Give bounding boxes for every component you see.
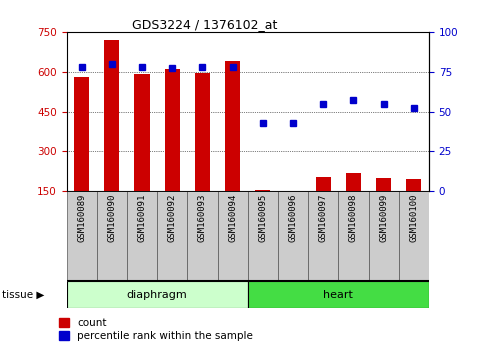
Bar	[165, 69, 180, 191]
Bar	[74, 77, 89, 191]
FancyBboxPatch shape	[338, 191, 368, 281]
Text: GSM160098: GSM160098	[349, 194, 358, 242]
Bar	[285, 190, 301, 191]
Bar	[406, 179, 422, 191]
FancyBboxPatch shape	[248, 191, 278, 281]
FancyBboxPatch shape	[97, 191, 127, 281]
FancyBboxPatch shape	[217, 191, 248, 281]
Text: GSM160099: GSM160099	[379, 194, 388, 242]
FancyBboxPatch shape	[278, 191, 308, 281]
Text: GSM160096: GSM160096	[288, 194, 298, 242]
Bar	[316, 177, 331, 191]
Bar	[195, 73, 210, 191]
Text: diaphragm: diaphragm	[127, 290, 187, 300]
FancyBboxPatch shape	[368, 191, 399, 281]
FancyBboxPatch shape	[187, 191, 217, 281]
Bar	[105, 40, 119, 191]
Text: GSM160091: GSM160091	[138, 194, 146, 242]
FancyBboxPatch shape	[127, 191, 157, 281]
Text: GSM160090: GSM160090	[107, 194, 116, 242]
Bar	[346, 172, 361, 191]
FancyBboxPatch shape	[248, 281, 429, 308]
Bar	[225, 61, 240, 191]
Text: GSM160093: GSM160093	[198, 194, 207, 242]
Bar	[255, 190, 270, 191]
Legend: count, percentile rank within the sample: count, percentile rank within the sample	[55, 314, 257, 345]
Text: heart: heart	[323, 290, 353, 300]
Text: GSM160094: GSM160094	[228, 194, 237, 242]
Title: GDS3224 / 1376102_at: GDS3224 / 1376102_at	[132, 18, 277, 31]
Text: GSM160089: GSM160089	[77, 194, 86, 242]
Text: GSM160095: GSM160095	[258, 194, 267, 242]
Bar	[135, 74, 149, 191]
FancyBboxPatch shape	[67, 191, 97, 281]
Text: tissue ▶: tissue ▶	[2, 290, 45, 300]
FancyBboxPatch shape	[67, 281, 248, 308]
Text: GSM160092: GSM160092	[168, 194, 177, 242]
FancyBboxPatch shape	[157, 191, 187, 281]
Text: GSM160100: GSM160100	[409, 194, 419, 242]
FancyBboxPatch shape	[399, 191, 429, 281]
Text: GSM160097: GSM160097	[318, 194, 328, 242]
FancyBboxPatch shape	[308, 191, 338, 281]
Bar	[376, 178, 391, 191]
